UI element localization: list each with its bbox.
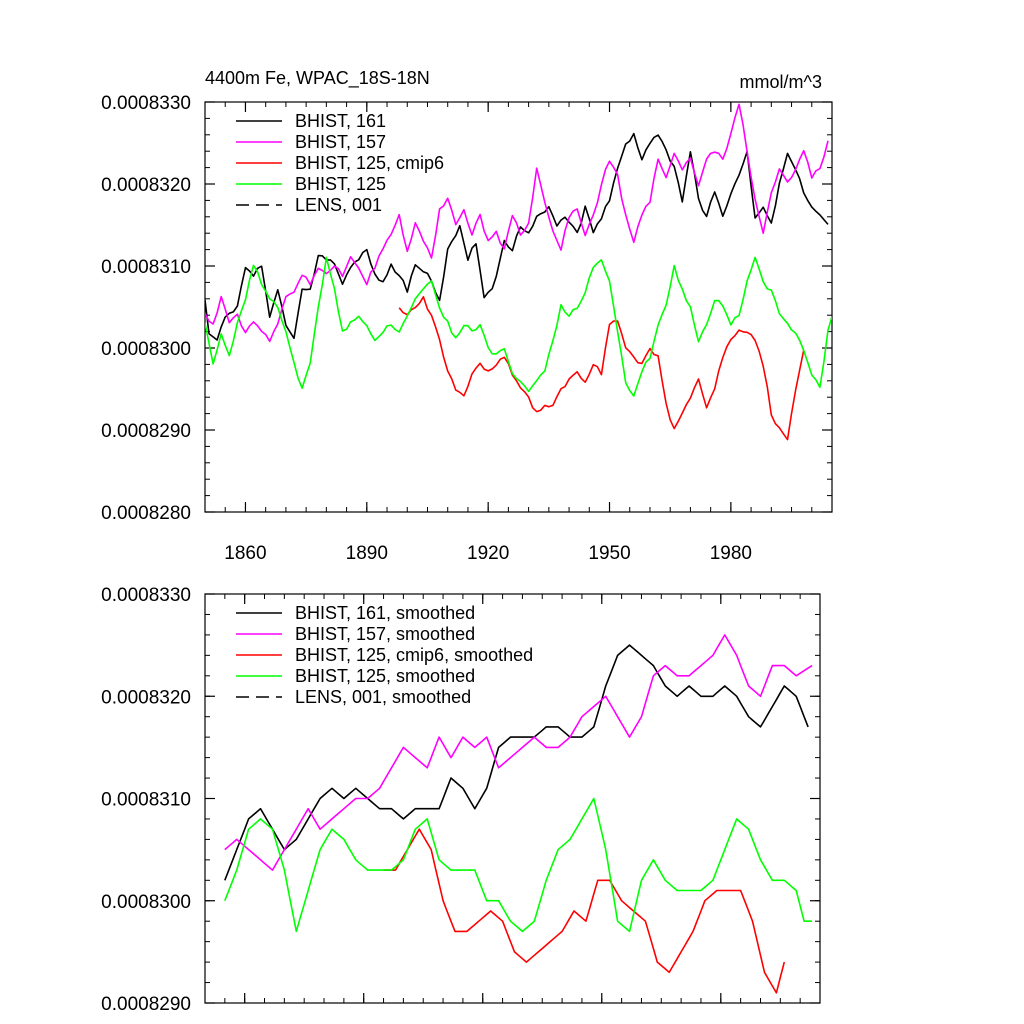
x-tick-label: 1980 xyxy=(710,543,752,564)
legend-label-3: BHIST, 125, cmip6 xyxy=(295,153,444,173)
y-tick-label: 0.0008290 xyxy=(101,994,191,1015)
legend-label-2: BHIST, 157, smoothed xyxy=(295,624,475,644)
legend-label-5: LENS, 001 xyxy=(295,195,382,215)
x-tick-label: 1890 xyxy=(346,543,388,564)
y-tick-label: 0.0008320 xyxy=(101,175,191,196)
y-tick-label: 0.0008320 xyxy=(101,687,191,708)
series-line-1 xyxy=(224,644,809,881)
series-line-4 xyxy=(205,256,832,397)
units-label: mmol/m^3 xyxy=(740,72,822,92)
x-tick-label: 1950 xyxy=(588,543,630,564)
legend-label-1: BHIST, 161, smoothed xyxy=(295,603,475,623)
series-line-2 xyxy=(224,634,813,871)
series-line-4 xyxy=(224,797,813,933)
legend-label-3: BHIST, 125, cmip6, smoothed xyxy=(295,645,533,665)
bottom-panel: 0.0008290 0.0008300 0.0008310 0.0008320 0.00… xyxy=(101,585,821,1015)
legend-label-2: BHIST, 157 xyxy=(295,132,386,152)
top-panel: 0.0008280 0.0008290 0.0008300 0.0008310 0.00… xyxy=(101,93,833,564)
y-tick-label: 0.0008330 xyxy=(101,93,191,114)
series-line-1 xyxy=(205,132,829,341)
x-tick-label: 1860 xyxy=(224,543,266,564)
y-tick-label: 0.0008300 xyxy=(101,339,191,360)
series-line-2 xyxy=(205,103,829,343)
legend-label-4: BHIST, 125, smoothed xyxy=(295,666,475,686)
legend-label-5: LENS, 001, smoothed xyxy=(295,687,471,707)
series-line-3 xyxy=(383,828,786,994)
y-tick-label: 0.0008310 xyxy=(101,257,191,278)
x-tick-label: 1920 xyxy=(467,543,509,564)
legend-label-1: BHIST, 161 xyxy=(295,111,386,131)
y-tick-label: 0.0008290 xyxy=(101,421,191,442)
y-tick-label: 0.0008300 xyxy=(101,892,191,913)
legend-label-4: BHIST, 125 xyxy=(295,174,386,194)
y-tick-label: 0.0008310 xyxy=(101,790,191,811)
y-tick-label: 0.0008280 xyxy=(101,503,191,524)
chart-title: 4400m Fe, WPAC_18S-18N xyxy=(205,68,430,89)
series-line-3 xyxy=(398,296,805,441)
plot-frame xyxy=(204,101,833,513)
y-tick-label: 0.0008330 xyxy=(101,585,191,606)
